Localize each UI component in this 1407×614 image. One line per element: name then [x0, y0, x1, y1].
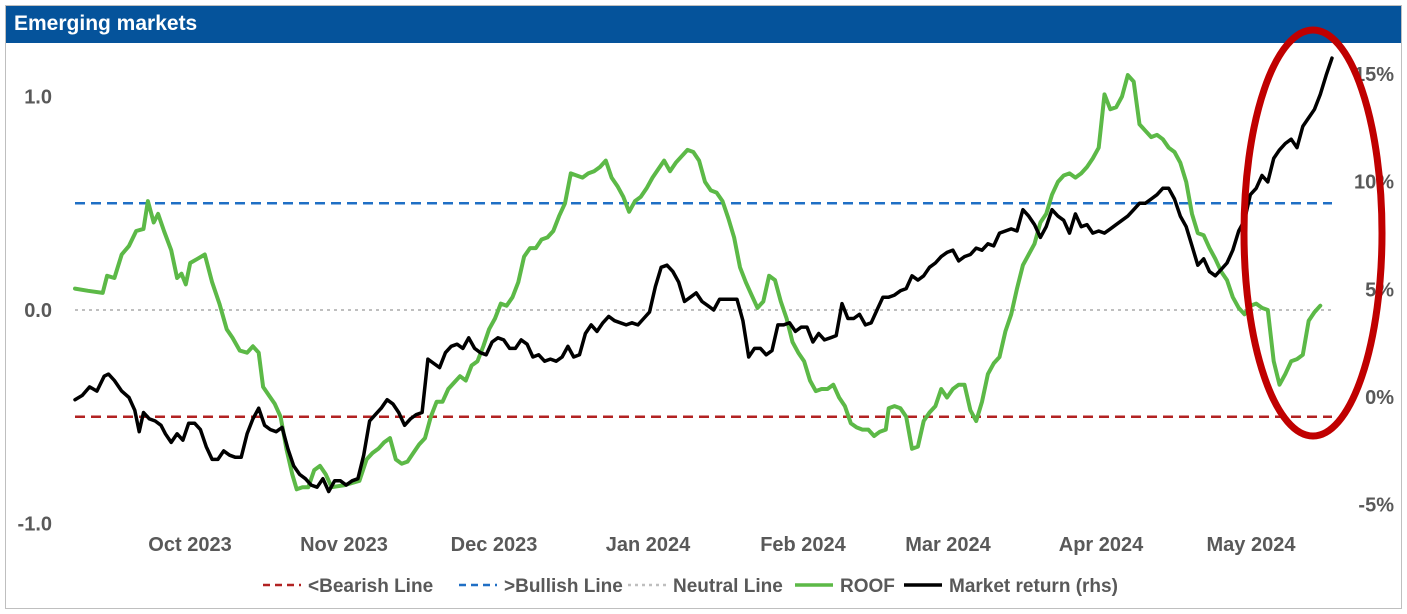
- legend-label: Neutral Line: [673, 576, 783, 597]
- right-tick-label: -5%: [1358, 495, 1394, 517]
- highlight-ellipse: [1240, 26, 1386, 440]
- legend-label: ROOF: [840, 576, 895, 597]
- right-tick-label: 10%: [1354, 172, 1394, 194]
- series-line-roof: [73, 73, 1323, 492]
- x-tick-label: May 2024: [1207, 534, 1297, 556]
- legend-label: >Bullish Line: [504, 576, 623, 597]
- left-tick-label: -1.0: [18, 514, 52, 536]
- x-tick-label: Feb 2024: [760, 534, 846, 556]
- chart-frame: Emerging markets: [5, 5, 1402, 609]
- chart-title: Emerging markets: [6, 6, 1401, 43]
- x-tick-label: Jan 2024: [606, 534, 691, 556]
- x-tick-label: Oct 2023: [148, 534, 231, 556]
- left-tick-label: 1.0: [24, 87, 52, 109]
- x-tick-label: Apr 2024: [1059, 534, 1144, 556]
- legend-label: <Bearish Line: [308, 576, 433, 597]
- right-tick-label: 15%: [1354, 64, 1394, 86]
- legend-label: Market return (rhs): [949, 576, 1118, 597]
- left-tick-label: 0.0: [24, 300, 52, 322]
- right-tick-label: 0%: [1365, 387, 1394, 409]
- series-line-market-return: [73, 56, 1334, 494]
- x-tick-label: Mar 2024: [905, 534, 991, 556]
- x-tick-label: Nov 2023: [300, 534, 388, 556]
- x-tick-label: Dec 2023: [451, 534, 538, 556]
